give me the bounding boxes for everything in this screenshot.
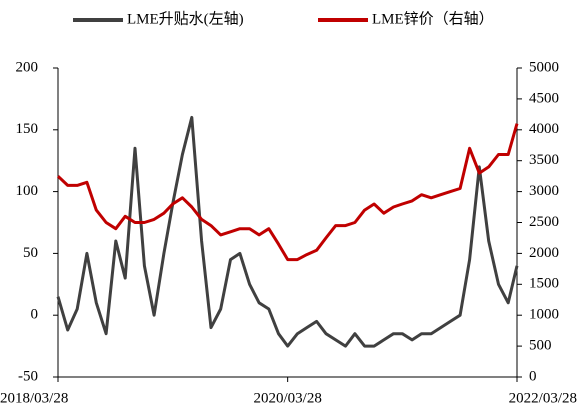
- y2-tick-label: 1500: [529, 276, 559, 292]
- x-tick-label: 2018/03/28: [0, 390, 68, 406]
- y2-tick-label: 4500: [529, 90, 559, 106]
- x-tick-label: 2022/03/28: [509, 390, 577, 406]
- legend-label: LME锌价（右轴）: [372, 10, 494, 27]
- y2-tick-label: 4000: [529, 121, 559, 137]
- y2-tick-label: 1000: [529, 307, 559, 323]
- y2-tick-label: 2500: [529, 214, 559, 230]
- y2-tick-label: 500: [529, 338, 552, 354]
- y-tick-label: 50: [23, 245, 38, 261]
- y2-tick-label: 3500: [529, 152, 559, 168]
- y2-tick-label: 3000: [529, 183, 559, 199]
- legend: LME升贴水(左轴) LME锌价（右轴）: [73, 10, 494, 27]
- y2-tick-label: 5000: [529, 59, 559, 75]
- y-tick-label: 0: [31, 307, 39, 323]
- y-tick-label: 150: [16, 121, 39, 137]
- y-tick-label: 100: [16, 183, 39, 199]
- series-line: [56, 123, 519, 262]
- y2-tick-label: 2000: [529, 245, 559, 261]
- y2-tick-label: 0: [529, 368, 537, 384]
- legend-label: LME升贴水(左轴): [127, 10, 244, 27]
- x-tick-label: 2020/03/28: [253, 390, 321, 406]
- y-tick-label: -50: [18, 368, 38, 384]
- y-tick-label: 200: [16, 59, 39, 75]
- series-line: [56, 115, 519, 348]
